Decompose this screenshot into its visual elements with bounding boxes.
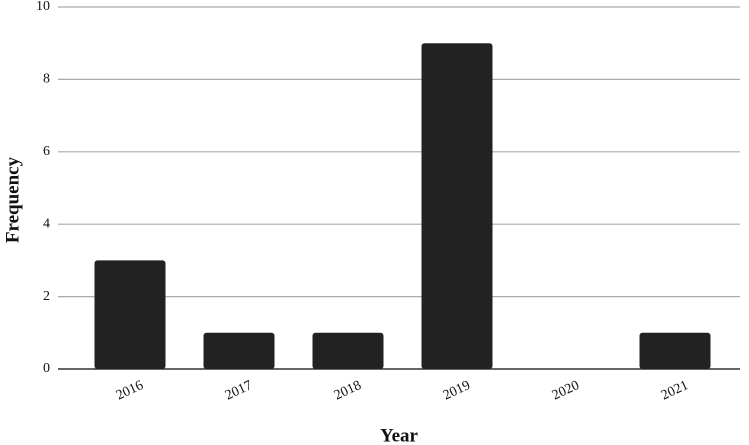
x-tick-label: 2020 (550, 378, 582, 403)
x-tick-label: 2017 (223, 378, 255, 403)
bar (312, 332, 384, 369)
y-tick-label: 4 (43, 216, 50, 231)
y-axis-title: Frequency (2, 156, 23, 243)
x-tick-label: 2016 (114, 378, 146, 403)
x-axis-title: Year (380, 425, 419, 445)
x-tick-label: 2021 (659, 378, 691, 403)
x-tick-label: 2019 (441, 378, 473, 403)
bar (203, 332, 275, 369)
y-tick-label: 8 (43, 72, 50, 87)
y-tick-label: 2 (43, 289, 50, 304)
bar (421, 43, 493, 369)
x-tick-label: 2018 (332, 378, 364, 403)
bar (639, 332, 711, 369)
y-tick-label: 6 (43, 144, 50, 159)
bar (94, 260, 166, 369)
y-tick-label: 0 (43, 361, 50, 376)
y-tick-label: 10 (36, 0, 50, 14)
